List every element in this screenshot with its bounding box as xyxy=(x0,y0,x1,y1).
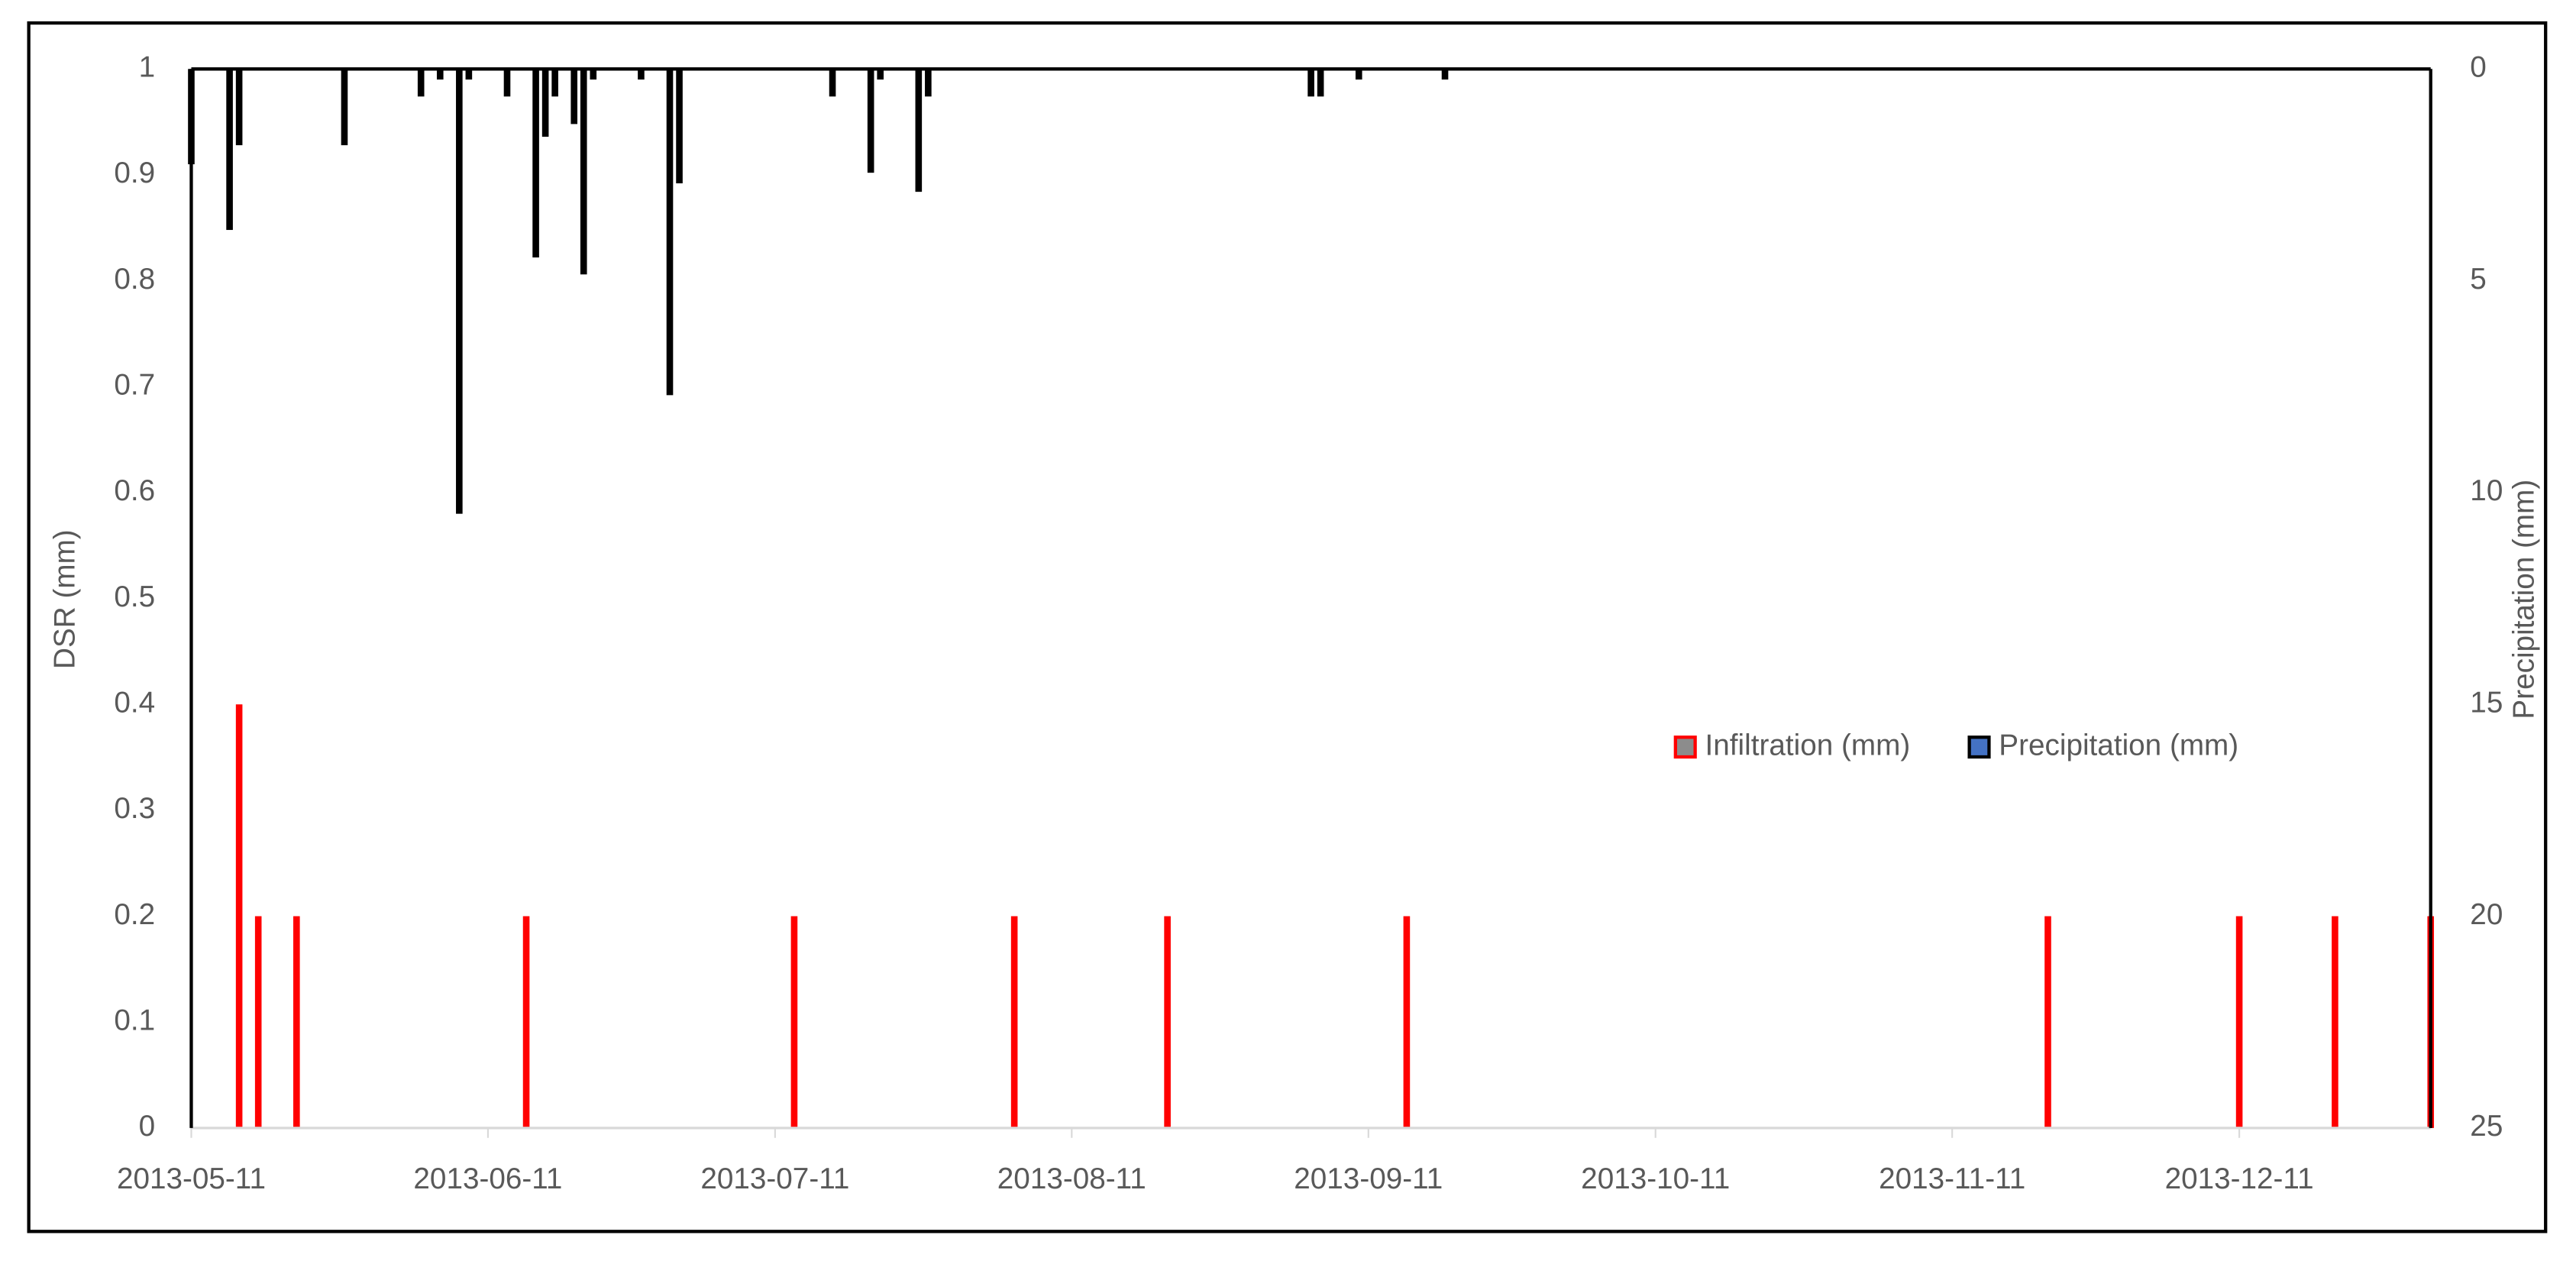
x-tick-label: 2013-07-11 xyxy=(700,1162,849,1195)
bar xyxy=(503,69,511,97)
bar xyxy=(235,69,243,146)
bar xyxy=(2332,916,2338,1128)
bar xyxy=(590,69,597,80)
y-tick-label: 0.5 xyxy=(114,580,155,613)
bar xyxy=(293,916,300,1128)
bar xyxy=(829,69,836,97)
x-tick-label: 2013-08-11 xyxy=(997,1162,1146,1195)
bar xyxy=(570,69,578,124)
legend-swatch xyxy=(1967,736,1991,759)
x-tick-label: 2013-09-11 xyxy=(1294,1162,1443,1195)
bar xyxy=(925,69,932,97)
y-axis-label: DSR (mm) xyxy=(48,529,81,669)
x-tick-label: 2013-12-11 xyxy=(2165,1162,2314,1195)
bar xyxy=(417,69,425,97)
y-tick-label: 0.8 xyxy=(114,263,155,296)
y-tick-label: 0.9 xyxy=(114,157,155,189)
y-tick-label: 0.4 xyxy=(114,686,155,719)
bar xyxy=(867,69,874,173)
y-tick-label: 0.2 xyxy=(114,898,155,931)
bar xyxy=(877,69,884,80)
y2-tick-label: 10 xyxy=(2470,474,2503,507)
x-tick-label: 2013-06-11 xyxy=(413,1162,562,1195)
y2-tick-label: 25 xyxy=(2470,1110,2503,1143)
bar xyxy=(226,69,233,231)
bar xyxy=(638,69,645,80)
bar xyxy=(1307,69,1314,97)
bar xyxy=(666,69,674,396)
bar xyxy=(1403,916,1411,1128)
y2-tick-label: 0 xyxy=(2470,51,2487,84)
bar xyxy=(2235,916,2243,1128)
y2-tick-label: 20 xyxy=(2470,898,2503,931)
bar xyxy=(522,916,530,1128)
bar xyxy=(532,69,539,258)
y-tick-label: 0.6 xyxy=(114,474,155,507)
bar xyxy=(1355,69,1362,80)
bar xyxy=(1010,916,1018,1128)
bar xyxy=(456,69,463,514)
bar xyxy=(2044,916,2051,1128)
bar xyxy=(235,704,243,1128)
bar xyxy=(436,69,444,80)
x-tick-label: 2013-11-11 xyxy=(1879,1162,2025,1195)
y2-tick-label: 15 xyxy=(2470,686,2503,719)
bar xyxy=(676,69,683,184)
y-tick-label: 1 xyxy=(139,51,156,84)
bar xyxy=(1441,69,1449,80)
x-tick-label: 2013-10-11 xyxy=(1581,1162,1730,1195)
y2-tick-label: 5 xyxy=(2470,263,2487,296)
bar xyxy=(580,69,587,275)
chart-border xyxy=(27,21,2548,1234)
bar xyxy=(254,916,262,1128)
legend-label: Infiltration (mm) xyxy=(1705,729,1911,761)
legend-label: Precipitation (mm) xyxy=(1999,729,2238,761)
y-tick-label: 0.1 xyxy=(114,1004,155,1036)
bar xyxy=(790,916,798,1128)
x-tick-label: 2013-05-11 xyxy=(117,1162,266,1195)
y2-axis-label: Precipitation (mm) xyxy=(2508,480,2541,719)
y-tick-label: 0.7 xyxy=(114,368,155,401)
bar xyxy=(915,69,923,192)
legend-swatch xyxy=(1673,736,1697,759)
y-tick-label: 0 xyxy=(139,1110,156,1143)
bar xyxy=(341,69,348,146)
bar xyxy=(1164,916,1171,1128)
bar xyxy=(465,69,473,80)
bar xyxy=(541,69,549,137)
y-tick-label: 0.3 xyxy=(114,792,155,825)
bar xyxy=(1317,69,1324,97)
bar xyxy=(551,69,558,97)
